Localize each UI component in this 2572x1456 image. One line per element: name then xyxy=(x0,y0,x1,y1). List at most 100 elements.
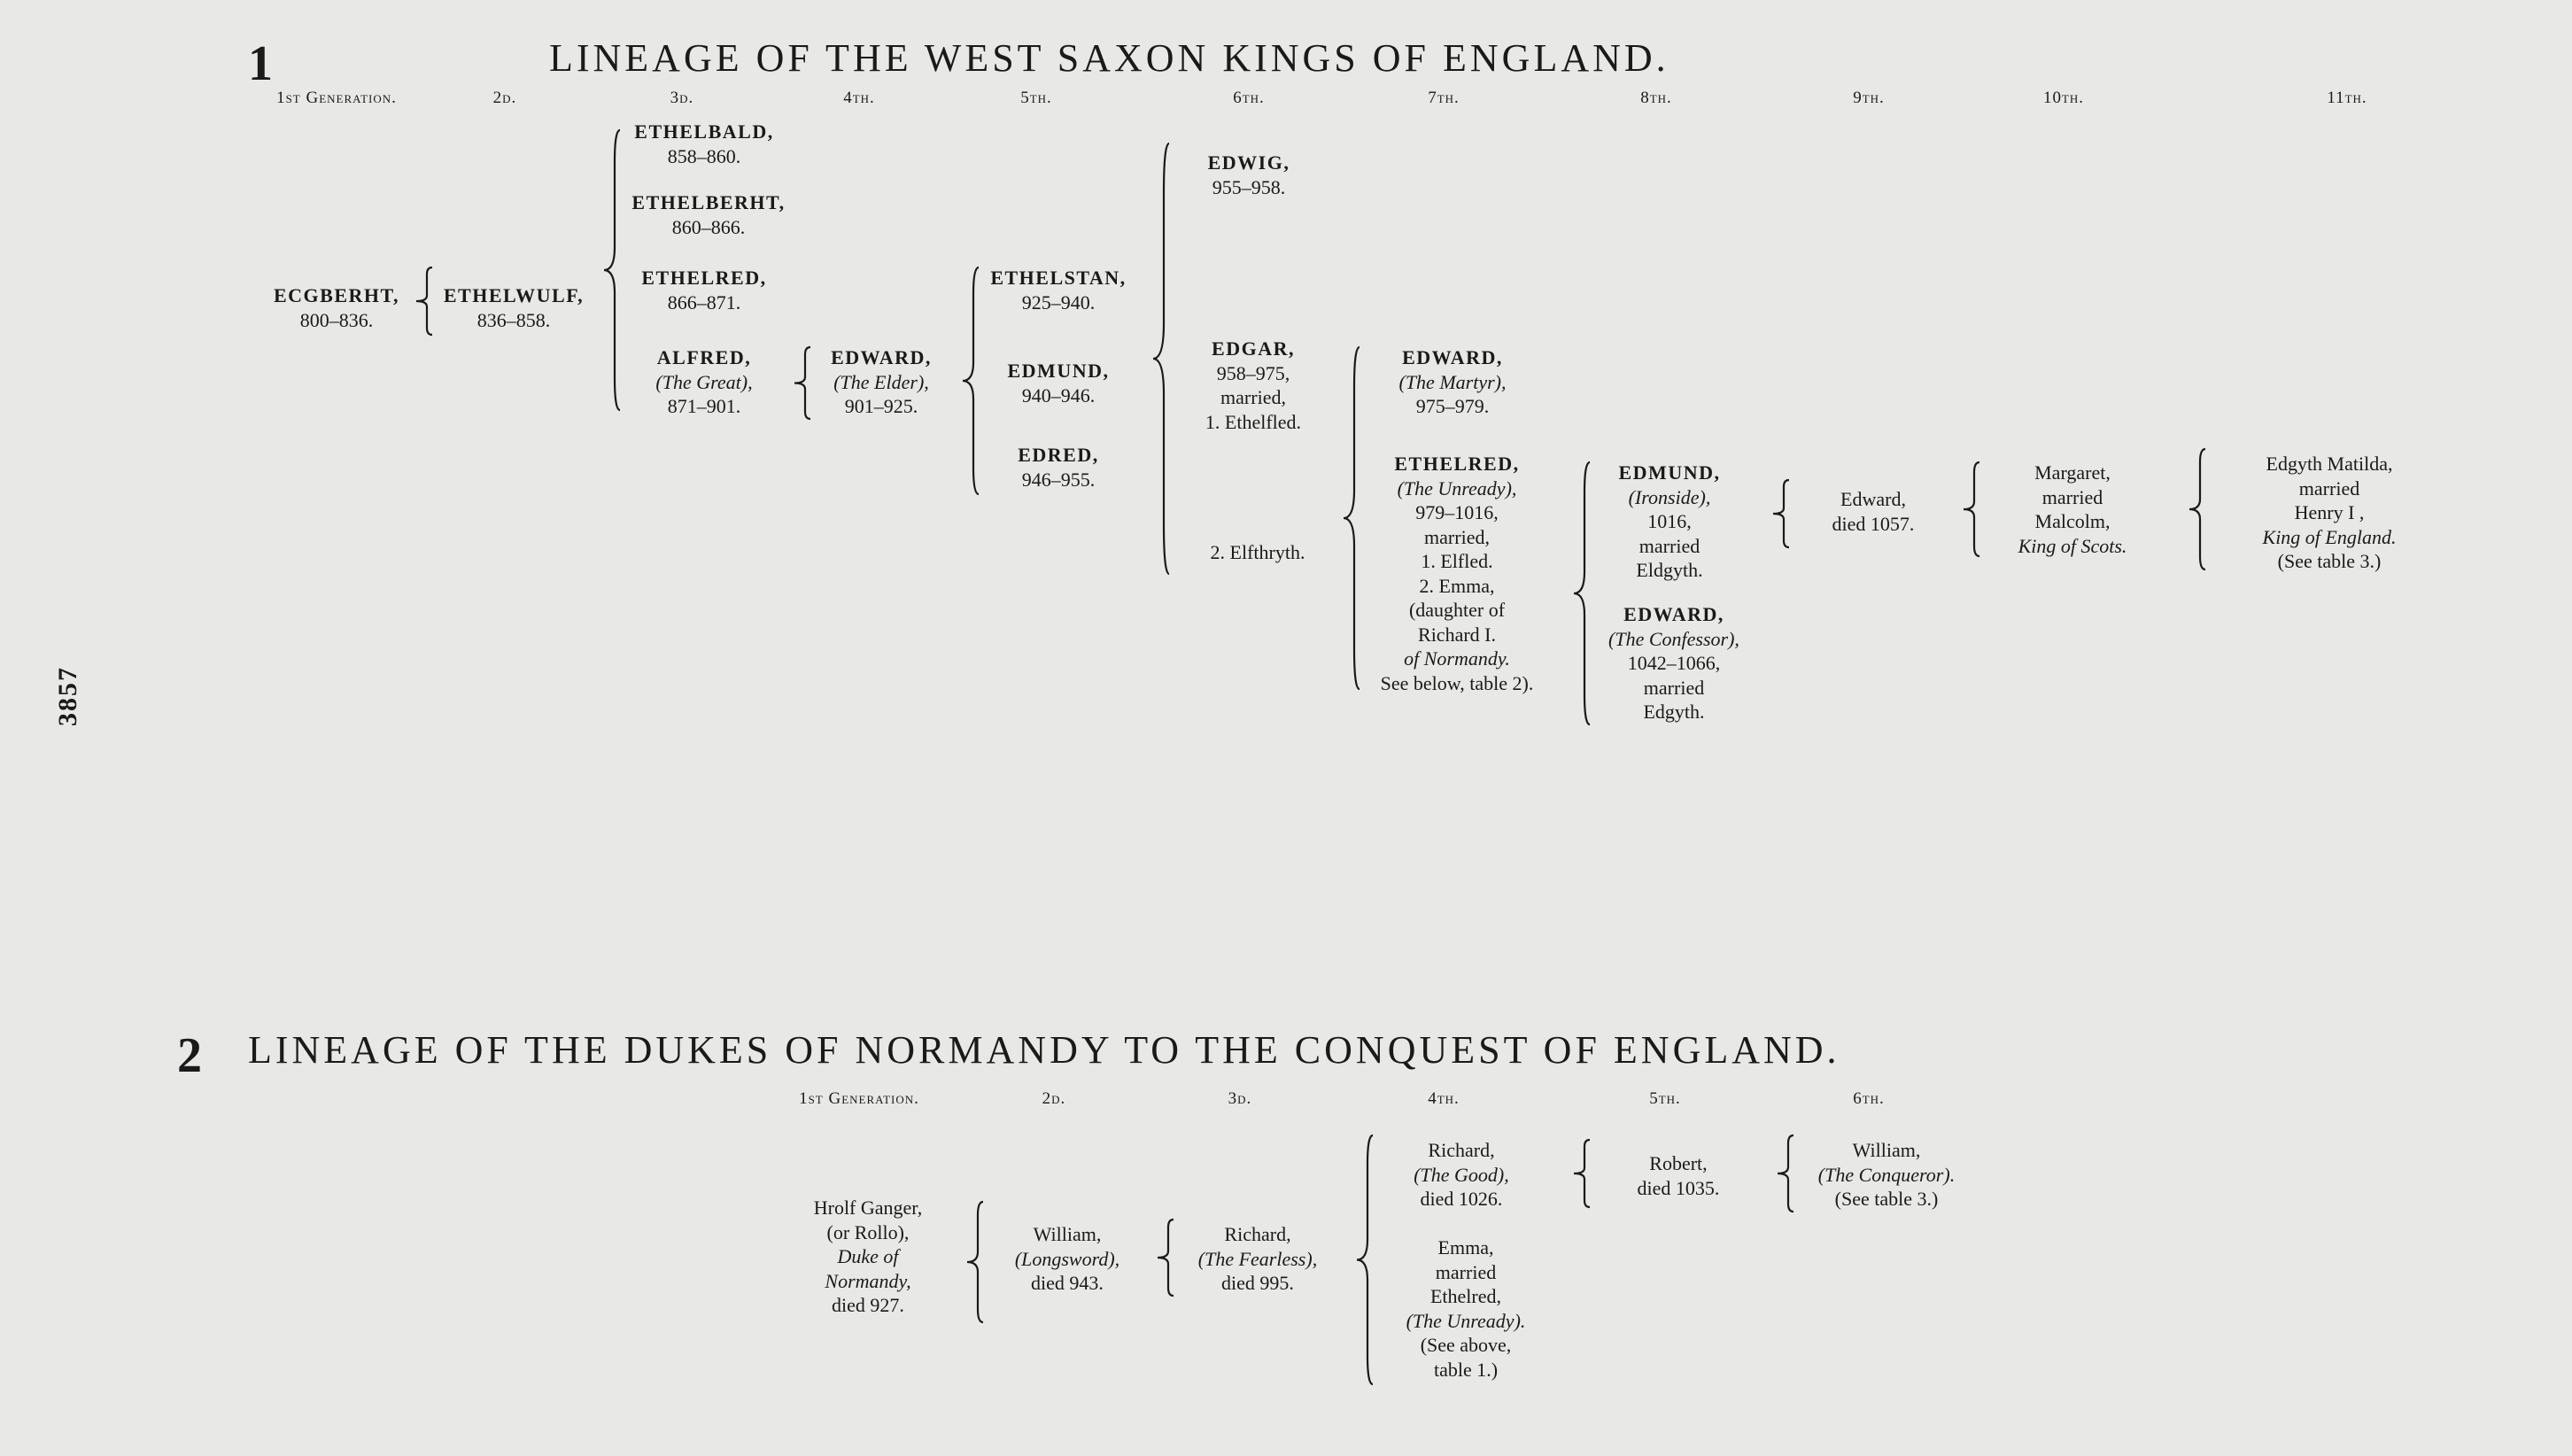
node-line: ETHELWULF, xyxy=(434,283,593,308)
lineage-node-edred: EDRED,946–955. xyxy=(974,443,1143,492)
node-line: (The Unready), xyxy=(1355,476,1559,501)
brace-icon xyxy=(2188,447,2209,571)
node-line: (Longsword), xyxy=(983,1247,1151,1272)
lineage-node-edwig: EDWIG,955–958. xyxy=(1178,151,1320,199)
lineage-node-edward_conf: EDWARD,(The Confessor),1042–1066,married… xyxy=(1585,602,1762,724)
lineage-node-edward_martyr: EDWARD,(The Martyr),975–979. xyxy=(1368,345,1537,419)
generation-header: 4th. xyxy=(797,89,921,108)
node-line: of Normandy. xyxy=(1355,647,1559,671)
brace-icon xyxy=(1342,345,1363,691)
lineage-node-william_c: William,(The Conqueror).(See table 3.) xyxy=(1789,1138,1984,1212)
node-line: 871–901. xyxy=(620,394,788,419)
node-line: King of England. xyxy=(2223,525,2436,550)
brace-icon xyxy=(1151,142,1173,576)
node-line: Edward, xyxy=(1802,487,1944,512)
node-line: (See table 3.) xyxy=(2223,549,2436,574)
table2-title: LINEAGE OF THE DUKES OF NORMANDY TO THE … xyxy=(248,1027,1840,1073)
node-line: 800–836. xyxy=(266,308,407,333)
node-line: married xyxy=(2223,476,2436,501)
node-line: (The Confessor), xyxy=(1585,627,1762,652)
node-line: Edgyth. xyxy=(1585,700,1762,724)
brace-icon xyxy=(1572,1138,1593,1209)
lineage-node-hrolf: Hrolf Ganger,(or Rollo),Duke ofNormandy,… xyxy=(779,1196,957,1318)
table1-number: 1 xyxy=(248,35,273,92)
node-line: died 1035. xyxy=(1603,1176,1754,1201)
node-line: married xyxy=(1988,485,2157,510)
lineage-node-edgar: EDGAR,958–975,married,1. Ethelfled. xyxy=(1178,337,1329,434)
node-line: 836–858. xyxy=(434,308,593,333)
brace-icon xyxy=(602,128,624,412)
node-line: ETHELSTAN, xyxy=(974,266,1143,290)
lineage-node-elfthryth: 2. Elfthryth. xyxy=(1182,540,1333,565)
node-line: EDWARD, xyxy=(1368,345,1537,370)
node-line: (The Fearless), xyxy=(1169,1247,1346,1272)
lineage-node-ethelred2: ETHELRED,(The Unready),979–1016,married,… xyxy=(1355,452,1559,695)
node-line: Malcolm, xyxy=(1988,509,2157,534)
node-line: died 1057. xyxy=(1802,512,1944,537)
node-line: 955–958. xyxy=(1178,175,1320,200)
node-line: (The Good), xyxy=(1382,1163,1541,1188)
node-line: 858–860. xyxy=(620,144,788,169)
node-line: ECGBERHT, xyxy=(266,283,407,308)
lineage-node-robert: Robert,died 1035. xyxy=(1603,1151,1754,1200)
node-line: ETHELRED, xyxy=(1355,452,1559,476)
brace-icon xyxy=(1355,1134,1376,1386)
lineage-node-richard_g: Richard,(The Good),died 1026. xyxy=(1382,1138,1541,1212)
node-line: 2. Elfthryth. xyxy=(1182,540,1333,565)
lineage-node-edmund_iron: EDMUND,(Ironside),1016,marriedEldgyth. xyxy=(1594,461,1745,583)
node-line: William, xyxy=(1789,1138,1984,1163)
lineage-node-ethelberht: ETHELBERHT,860–866. xyxy=(620,190,797,239)
lineage-node-richard_f: Richard,(The Fearless),died 995. xyxy=(1169,1222,1346,1296)
lineage-node-emma: Emma,marriedEthelred,(The Unready).(See … xyxy=(1377,1235,1554,1382)
brace-icon xyxy=(1572,461,1593,726)
node-line: married xyxy=(1377,1260,1554,1285)
node-line: 940–946. xyxy=(974,383,1143,408)
generation-header: 3d. xyxy=(620,89,744,108)
node-line: Normandy, xyxy=(779,1269,957,1294)
node-line: married, xyxy=(1178,385,1329,410)
node-line: Ethelred, xyxy=(1377,1284,1554,1309)
node-line: EDRED, xyxy=(974,443,1143,468)
node-line: EDGAR, xyxy=(1178,337,1329,361)
node-line: EDMUND, xyxy=(974,359,1143,383)
brace-icon xyxy=(414,266,436,337)
node-line: 946–955. xyxy=(974,468,1143,492)
generation-header: 5th. xyxy=(1603,1089,1727,1109)
node-line: Eldgyth. xyxy=(1594,558,1745,583)
node-line: died 943. xyxy=(983,1271,1151,1296)
table1-title: LINEAGE OF THE WEST SAXON KINGS OF ENGLA… xyxy=(549,35,1669,81)
generation-header: 4th. xyxy=(1382,1089,1506,1109)
node-line: died 927. xyxy=(779,1293,957,1318)
node-line: ETHELRED, xyxy=(620,266,788,290)
brace-icon xyxy=(1156,1218,1177,1297)
node-line: Robert, xyxy=(1603,1151,1754,1176)
generation-header: 11th. xyxy=(2285,89,2409,108)
node-line: married xyxy=(1594,534,1745,559)
node-line: Edgyth Matilda, xyxy=(2223,452,2436,476)
node-line: (The Great), xyxy=(620,370,788,395)
node-line: William, xyxy=(983,1222,1151,1247)
lineage-node-margaret: Margaret,marriedMalcolm,King of Scots. xyxy=(1988,461,2157,558)
generation-header: 8th. xyxy=(1594,89,1718,108)
node-line: Duke of xyxy=(779,1244,957,1269)
lineage-node-edmund1: EDMUND,940–946. xyxy=(974,359,1143,407)
node-line: ALFRED, xyxy=(620,345,788,370)
generation-header: 1st Generation. xyxy=(797,1089,921,1109)
node-line: EDMUND, xyxy=(1594,461,1745,485)
node-line: EDWARD, xyxy=(1585,602,1762,627)
node-line: 958–975, xyxy=(1178,361,1329,386)
node-line: (or Rollo), xyxy=(779,1220,957,1245)
brace-icon xyxy=(793,345,814,421)
generation-header: 7th. xyxy=(1382,89,1506,108)
node-line: ETHELBERHT, xyxy=(620,190,797,215)
node-line: 2. Emma, xyxy=(1355,574,1559,599)
lineage-node-ecgberht: ECGBERHT,800–836. xyxy=(266,283,407,332)
generation-header: 1st Generation. xyxy=(275,89,399,108)
brace-icon xyxy=(1962,461,1983,558)
node-line: married, xyxy=(1355,525,1559,550)
node-line: ETHELBALD, xyxy=(620,120,788,144)
generation-header: 9th. xyxy=(1807,89,1931,108)
node-line: Margaret, xyxy=(1988,461,2157,485)
lineage-node-alfred: ALFRED,(The Great),871–901. xyxy=(620,345,788,419)
node-line: (See table 3.) xyxy=(1789,1187,1984,1212)
